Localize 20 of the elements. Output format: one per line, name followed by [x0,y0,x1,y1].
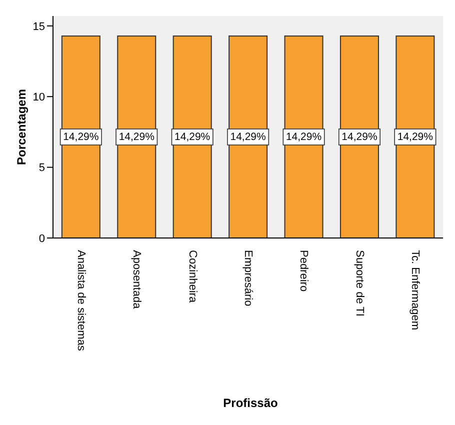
data-label: 14,29% [118,130,154,143]
data-label: 14,29% [286,130,322,143]
x-tick-label: Tc. Enfermagem [409,250,422,330]
y-tick-label: 0 [38,232,45,245]
data-label: 14,29% [63,130,99,143]
x-tick-label: Empresário [242,250,254,306]
x-tick-label: Suporte de TI [353,250,366,316]
data-label: 14,29% [397,130,434,143]
y-axis-title: Porcentagem [14,88,28,166]
x-tick-label: Pedreiro [298,250,310,292]
x-tick-label: Cozinheira [186,250,198,304]
y-tick-label: 15 [32,20,45,33]
y-tick-label: 10 [32,92,45,104]
data-label: 14,29% [342,130,378,143]
y-tick-label: 5 [38,162,45,174]
data-label: 14,29% [230,130,266,143]
x-axis-title: Profissão [222,396,279,410]
data-label: 14,29% [174,130,210,143]
x-tick-label: Analista de sistemas [74,250,87,352]
x-tick-label: Aposentada [130,250,143,310]
